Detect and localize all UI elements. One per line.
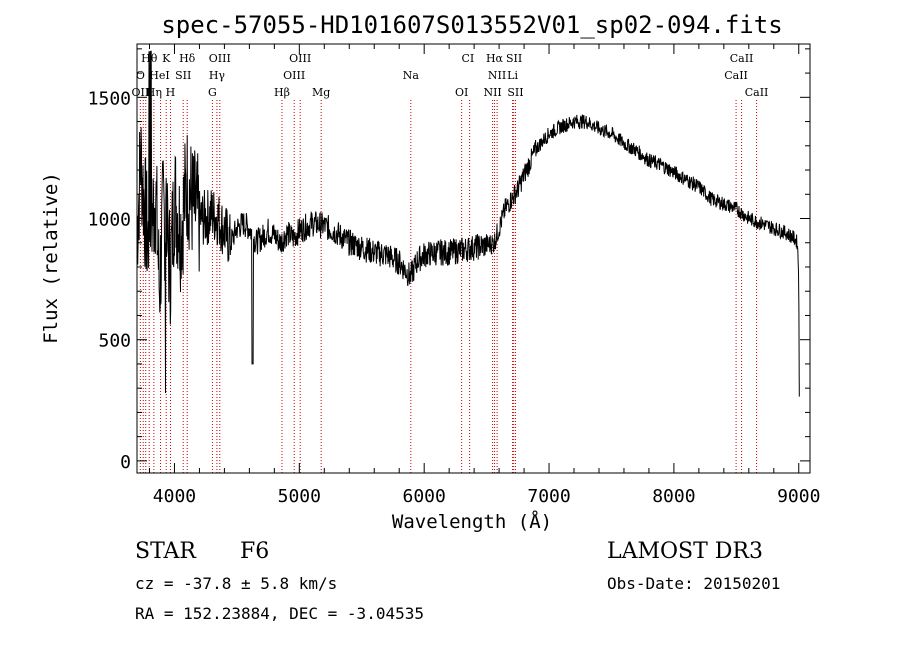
x-tick-label: 9000 — [777, 486, 820, 507]
line-label: Mg — [312, 86, 330, 99]
line-label: OIII — [283, 69, 305, 82]
y-tick-label: 1500 — [88, 88, 131, 109]
y-tick-label: 1000 — [88, 210, 131, 231]
line-label: CaII — [724, 69, 748, 82]
line-label: Na — [403, 69, 420, 82]
y-tick-label: 500 — [98, 331, 131, 352]
spectrum-series — [136, 50, 800, 397]
line-label: Hα — [486, 52, 504, 65]
y-axis-label: Flux (relative) — [40, 172, 62, 344]
line-label: OIII — [289, 52, 311, 65]
chart-title: spec-57055-HD101607S013552V01_sp02-094.f… — [161, 11, 782, 39]
line-label: OIII — [209, 52, 231, 65]
coordinates: RA = 152.23884, DEC = -3.04535 — [135, 604, 424, 623]
line-label: NII — [483, 86, 501, 99]
redshift-text: cz = -37.8 ± 5.8 km/s — [135, 574, 337, 593]
plot-frame — [136, 43, 811, 474]
line-label: SII — [506, 52, 522, 65]
line-label: Li — [507, 69, 518, 82]
line-label: Hδ — [179, 52, 196, 65]
line-label: Hη — [146, 86, 162, 99]
line-label: OII — [132, 86, 150, 99]
x-axis-label: Wavelength (Å) — [392, 510, 552, 533]
obs-date: Obs-Date: 20150201 — [607, 574, 780, 593]
line-label: OI — [455, 86, 468, 99]
y-axis-ticks: 0 500 1000 1500 — [88, 48, 810, 473]
x-tick-label: 4000 — [153, 486, 196, 507]
line-label: O — [136, 69, 145, 82]
line-label: NII — [488, 69, 506, 82]
survey-name: LAMOST DR3 — [607, 539, 763, 564]
y-tick-label: 0 — [120, 452, 131, 473]
line-label: Hγ — [209, 69, 226, 82]
x-tick-label: 5000 — [278, 486, 321, 507]
x-tick-label: 8000 — [652, 486, 695, 507]
x-tick-label: 6000 — [403, 486, 446, 507]
x-tick-label: 7000 — [527, 486, 570, 507]
line-label: K — [162, 52, 171, 65]
line-label: CaII — [730, 52, 754, 65]
line-label: H — [166, 86, 176, 99]
line-label: SII — [175, 69, 191, 82]
line-label: HeI — [149, 69, 169, 82]
object-class: STAR — [135, 539, 197, 564]
line-label: G — [208, 86, 217, 99]
x-axis-ticks: 4000 5000 6000 7000 8000 9000 — [148, 44, 820, 507]
subclass: F6 — [240, 539, 269, 564]
line-label: Hβ — [274, 86, 290, 99]
line-label: CI — [461, 52, 474, 65]
line-label: SII — [507, 86, 523, 99]
emission-line-markers — [139, 100, 758, 473]
line-label: CaII — [745, 86, 769, 99]
